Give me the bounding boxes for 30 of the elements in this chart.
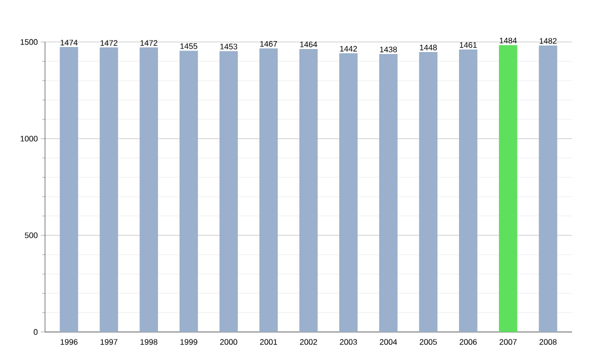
data-label: 1442 [340, 46, 357, 52]
x-tick-label: 1997 [100, 339, 118, 345]
data-label: 1455 [180, 43, 198, 49]
x-tick-label: 2006 [460, 339, 477, 345]
data-label: 1472 [100, 40, 118, 46]
y-tick-label: 1000 [20, 136, 38, 142]
x-tick-label: 2007 [500, 339, 517, 345]
x-tick-label: 2005 [420, 339, 437, 345]
data-label: 1484 [500, 38, 517, 44]
y-tick-label: 500 [24, 232, 38, 238]
x-tick-label: 2002 [300, 339, 317, 345]
data-label: 1472 [140, 40, 158, 46]
data-label: 1438 [380, 46, 397, 52]
x-tick-label: 2000 [220, 339, 238, 345]
x-tick-label: 1996 [60, 339, 78, 345]
x-tick-label: 2001 [260, 339, 278, 345]
data-label: 1464 [300, 42, 318, 48]
data-label: 1467 [260, 41, 278, 47]
y-tick-label: 1500 [20, 39, 38, 45]
x-tick-label: 1998 [140, 339, 158, 345]
data-label: 1482 [540, 38, 557, 44]
data-label: 1453 [220, 44, 238, 50]
x-tick-label: 2008 [540, 339, 557, 345]
y-tick-label: 0 [34, 329, 38, 335]
x-tick-label: 2003 [340, 339, 357, 345]
x-tick-label: 1999 [180, 339, 198, 345]
data-label: 1448 [420, 44, 437, 50]
data-label: 1474 [60, 40, 78, 46]
x-tick-label: 2004 [380, 339, 398, 345]
data-label: 1461 [460, 42, 477, 48]
